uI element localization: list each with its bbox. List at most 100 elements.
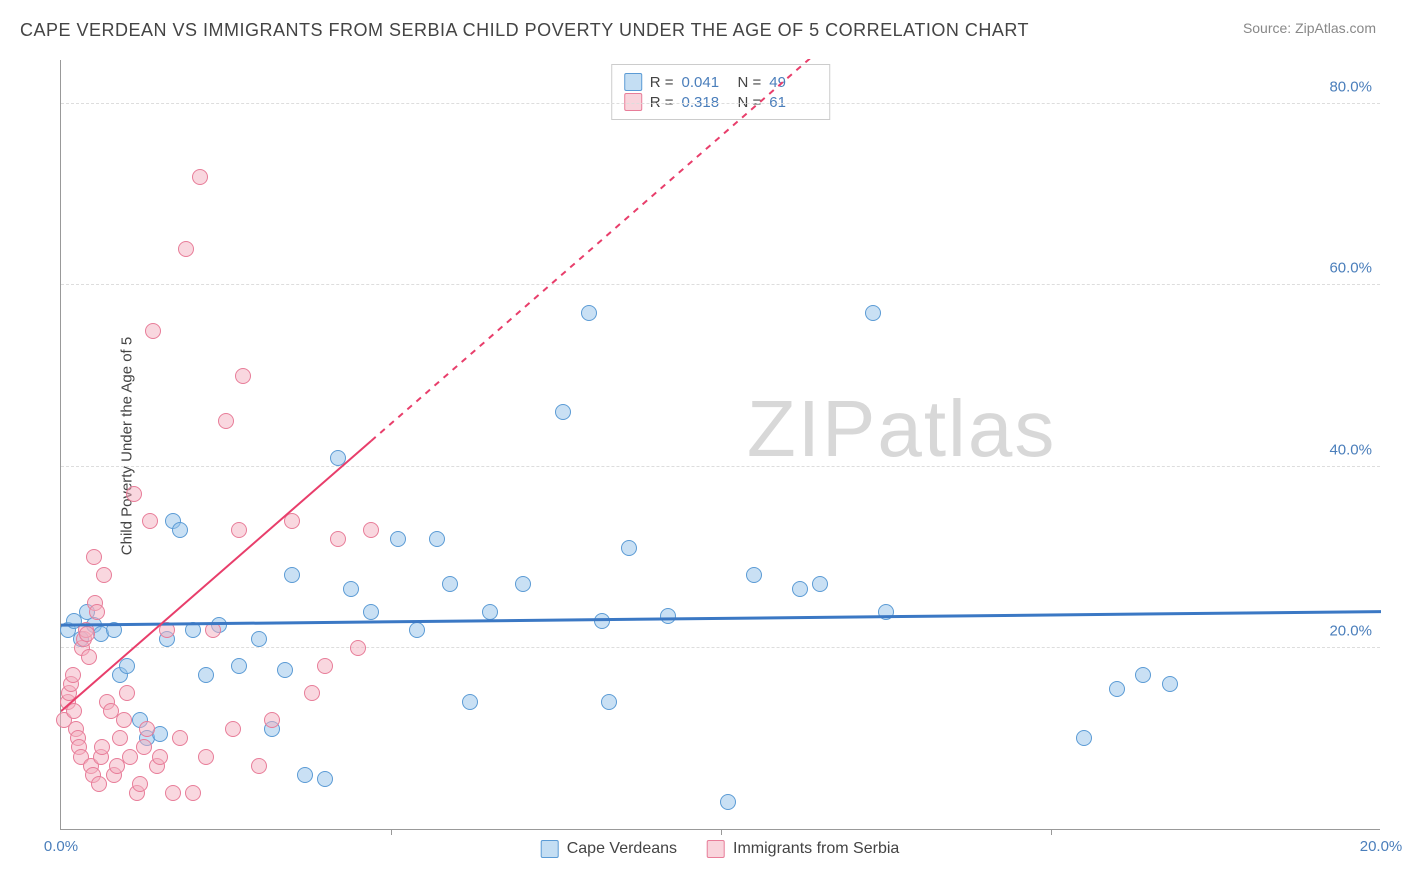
scatter-point	[317, 771, 333, 787]
scatter-point	[482, 604, 498, 620]
scatter-point	[65, 667, 81, 683]
scatter-point	[112, 730, 128, 746]
legend-item: Immigrants from Serbia	[707, 840, 899, 858]
x-tick-label: 0.0%	[44, 838, 78, 855]
scatter-point	[81, 649, 97, 665]
scatter-point	[116, 712, 132, 728]
grid-line	[61, 647, 1380, 648]
scatter-point	[1076, 730, 1092, 746]
scatter-point	[555, 404, 571, 420]
grid-line	[61, 284, 1380, 285]
scatter-point	[225, 721, 241, 737]
y-tick-label: 20.0%	[1329, 622, 1372, 639]
plot-region: ZIPatlas R = 0.041 N = 49 R = 0.318 N = …	[60, 60, 1380, 830]
scatter-point	[264, 712, 280, 728]
stats-box: R = 0.041 N = 49 R = 0.318 N = 61	[611, 64, 831, 120]
scatter-point	[79, 626, 95, 642]
scatter-point	[235, 368, 251, 384]
scatter-point	[86, 549, 102, 565]
scatter-point	[251, 631, 267, 647]
scatter-point	[185, 622, 201, 638]
scatter-point	[119, 685, 135, 701]
n-value: 49	[769, 74, 817, 91]
scatter-point	[462, 694, 478, 710]
legend-label: Cape Verdeans	[567, 840, 677, 858]
n-label: N =	[738, 94, 762, 111]
legend: Cape Verdeans Immigrants from Serbia	[541, 840, 900, 858]
scatter-point	[1135, 667, 1151, 683]
grid-line	[61, 103, 1380, 104]
y-tick-label: 40.0%	[1329, 441, 1372, 458]
scatter-point	[284, 513, 300, 529]
x-tick-label: 20.0%	[1360, 838, 1403, 855]
scatter-point	[142, 513, 158, 529]
watermark: ZIPatlas	[747, 383, 1056, 475]
legend-swatch	[624, 73, 642, 91]
scatter-point	[94, 739, 110, 755]
scatter-point	[350, 640, 366, 656]
legend-item: Cape Verdeans	[541, 840, 677, 858]
scatter-point	[66, 703, 82, 719]
legend-label: Immigrants from Serbia	[733, 840, 899, 858]
scatter-point	[277, 662, 293, 678]
scatter-point	[660, 608, 676, 624]
x-tick-mark	[391, 829, 392, 835]
scatter-point	[251, 758, 267, 774]
scatter-point	[139, 721, 155, 737]
scatter-point	[330, 450, 346, 466]
scatter-point	[218, 413, 234, 429]
scatter-point	[792, 581, 808, 597]
r-value: 0.041	[682, 74, 730, 91]
header: CAPE VERDEAN VS IMMIGRANTS FROM SERBIA C…	[0, 0, 1406, 49]
scatter-point	[878, 604, 894, 620]
legend-swatch	[624, 93, 642, 111]
legend-swatch	[541, 840, 559, 858]
trend-lines	[61, 59, 1381, 829]
scatter-point	[515, 576, 531, 592]
scatter-point	[1109, 681, 1125, 697]
scatter-point	[165, 785, 181, 801]
scatter-point	[159, 622, 175, 638]
x-tick-mark	[1051, 829, 1052, 835]
scatter-point	[1162, 676, 1178, 692]
scatter-point	[185, 785, 201, 801]
scatter-point	[89, 604, 105, 620]
scatter-point	[317, 658, 333, 674]
r-label: R =	[650, 94, 674, 111]
scatter-point	[284, 567, 300, 583]
scatter-point	[720, 794, 736, 810]
scatter-point	[746, 567, 762, 583]
chart-area: ZIPatlas R = 0.041 N = 49 R = 0.318 N = …	[60, 60, 1380, 830]
scatter-point	[581, 305, 597, 321]
scatter-point	[442, 576, 458, 592]
scatter-point	[172, 522, 188, 538]
grid-line	[61, 466, 1380, 467]
scatter-point	[621, 540, 637, 556]
scatter-point	[172, 730, 188, 746]
source-label: Source: ZipAtlas.com	[1243, 20, 1376, 36]
scatter-point	[363, 522, 379, 538]
scatter-point	[126, 486, 142, 502]
y-tick-label: 60.0%	[1329, 260, 1372, 277]
x-tick-mark	[721, 829, 722, 835]
stats-row: R = 0.318 N = 61	[624, 93, 818, 111]
scatter-point	[343, 581, 359, 597]
scatter-point	[132, 776, 148, 792]
scatter-point	[409, 622, 425, 638]
scatter-point	[145, 323, 161, 339]
scatter-point	[304, 685, 320, 701]
scatter-point	[106, 622, 122, 638]
scatter-point	[231, 522, 247, 538]
scatter-point	[178, 241, 194, 257]
scatter-point	[205, 622, 221, 638]
scatter-point	[330, 531, 346, 547]
scatter-point	[91, 776, 107, 792]
scatter-point	[812, 576, 828, 592]
scatter-point	[198, 749, 214, 765]
n-label: N =	[738, 74, 762, 91]
r-value: 0.318	[682, 94, 730, 111]
n-value: 61	[769, 94, 817, 111]
scatter-point	[136, 739, 152, 755]
legend-swatch	[707, 840, 725, 858]
scatter-point	[96, 567, 112, 583]
